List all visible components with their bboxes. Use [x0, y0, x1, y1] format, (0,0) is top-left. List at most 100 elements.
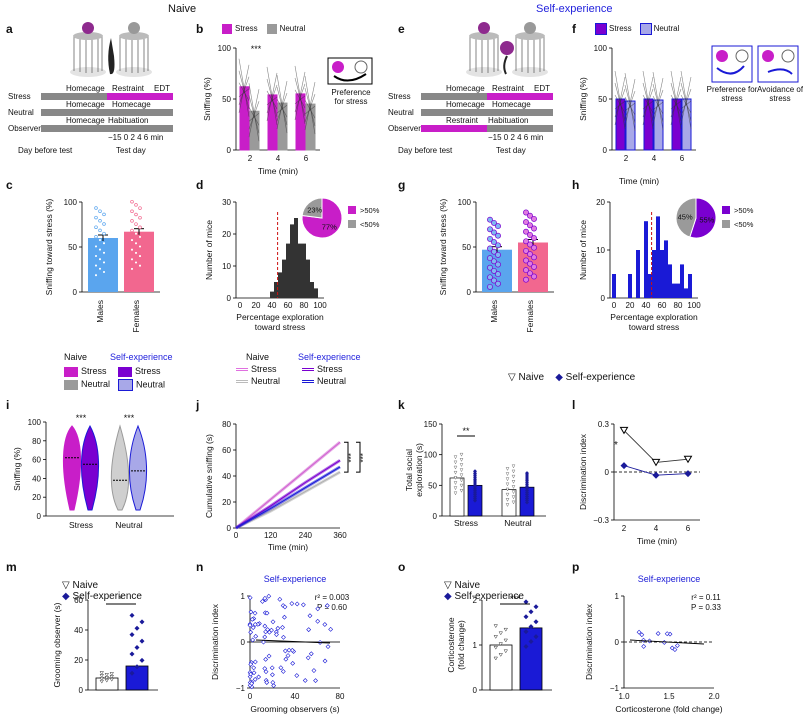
- panel-i-ytick-label: 40: [32, 474, 41, 483]
- x-tick-label-d: 0: [238, 301, 243, 310]
- scatter-point-n: [270, 680, 276, 685]
- x-tick-label-h: 20: [626, 301, 635, 310]
- data-point-c: [94, 215, 98, 220]
- x-axis-title-l: Time (min): [637, 536, 677, 546]
- panel-d-ytick-label: 30: [222, 198, 231, 207]
- violin-self-neutral: [129, 424, 147, 511]
- data-point-k: [505, 467, 510, 471]
- scatter-point-n: [265, 627, 271, 632]
- legend-stress-label: Stress: [235, 24, 258, 34]
- data-point-c: [102, 231, 106, 236]
- data-point-c: [98, 257, 102, 261]
- x-axis-title-2-h: toward stress: [629, 322, 680, 332]
- panel-h-ytick-label: 10: [596, 246, 605, 255]
- significance-b: ***: [251, 44, 262, 54]
- data-point-k: [473, 469, 477, 474]
- data-point-k: [505, 482, 510, 487]
- scatter-point-n: [322, 622, 328, 627]
- chart-g: 0 50 100 Sniffing toward stress (%) Males Fem…: [438, 198, 554, 333]
- preference-for-stress-label-b: Preference for stress: [331, 88, 371, 106]
- legend-j-self: Self-experience: [298, 352, 361, 362]
- schedule-label-restraint-e: Restraint: [492, 84, 525, 93]
- violin-self-stress: [81, 424, 99, 511]
- scatter-point-n: [253, 633, 259, 639]
- data-point-o: [503, 649, 508, 654]
- data-point-g: [491, 258, 497, 265]
- data-point-k: [511, 490, 516, 495]
- histogram-bar-h: [664, 240, 668, 298]
- data-point-c: [138, 206, 142, 210]
- data-point-m: [104, 673, 109, 677]
- legend-stress-label-f: Stress: [609, 24, 632, 34]
- marker-l-self: [684, 470, 692, 478]
- section-title-naive: Naive: [168, 3, 197, 15]
- pie-legend-swatch-d: [348, 206, 356, 214]
- data-point-g: [531, 273, 537, 280]
- data-point-g: [531, 244, 537, 251]
- data-point-k: [459, 483, 464, 488]
- legend-o-naive: Naive: [454, 580, 481, 591]
- histogram-bar-d: [274, 282, 278, 298]
- data-point-c: [134, 222, 138, 226]
- x-tick-label-j: 360: [333, 531, 347, 540]
- x-tick-label-j: 240: [299, 531, 313, 540]
- scatter-point-n: [248, 629, 254, 635]
- stat-p-p: P = 0.33: [691, 603, 721, 612]
- panel-g-ytick-label: 100: [458, 198, 472, 207]
- data-point-k: [459, 489, 464, 493]
- label-test-day-e: Test day: [496, 146, 526, 155]
- scatter-point-p: [669, 645, 675, 651]
- data-point-m: [134, 664, 140, 670]
- mouse-cage-illustration-e: [466, 22, 548, 77]
- data-point-c: [94, 225, 98, 229]
- data-point-c: [134, 260, 138, 265]
- legend-j-naive-stress-label: Stress: [251, 364, 277, 374]
- panel-g-ytick-label: 50: [462, 243, 471, 252]
- data-line-f: [670, 88, 682, 118]
- pie-legend-label-h: >50%: [734, 206, 754, 215]
- legend-swatch-self-neutral: [639, 23, 652, 35]
- x-tick-label-c: Females: [131, 300, 141, 333]
- significance-o: ***: [510, 594, 521, 604]
- scatter-point-n: [278, 665, 284, 671]
- legend-b: Stress Neutral: [222, 24, 305, 34]
- data-line-b: [248, 101, 260, 130]
- scatter-point-n: [250, 625, 256, 631]
- data-point-c: [98, 228, 102, 233]
- data-point-g: [491, 219, 497, 226]
- data-point-m: [129, 670, 135, 676]
- marker-l-naive: [651, 458, 661, 467]
- x-tick-label-p: 1.5: [663, 692, 675, 701]
- schedule-timeline: −15 0 2 4 6 min: [108, 133, 164, 142]
- scatter-point-n: [263, 669, 269, 675]
- panel-label-g: g: [398, 178, 406, 192]
- chart-h: 0 10 20 Number of mice 0 20 40 60 80 100 Percentag…: [578, 197, 754, 332]
- data-line-f: [614, 88, 626, 118]
- panel-label-j: j: [196, 398, 200, 412]
- histogram-bar-h: [672, 283, 676, 298]
- data-point-c: [94, 254, 98, 258]
- scatter-point-n: [274, 632, 279, 637]
- histogram-bar-d: [306, 259, 310, 298]
- data-point-g: [495, 271, 501, 278]
- panel-l-ytick-label: 0.3: [598, 420, 610, 429]
- data-line-b: [276, 92, 288, 122]
- line-naive-neutral: [236, 380, 248, 384]
- panel-label-i: i: [6, 398, 10, 412]
- violin-naive-neutral: [111, 424, 129, 511]
- chart-c: 0 50 100 Sniffing toward stress (%) Males Fem…: [44, 198, 160, 333]
- legend-i-naive-neutral: Neutral: [64, 379, 110, 390]
- data-line-f: [624, 96, 636, 116]
- histogram-bar-h: [684, 288, 688, 298]
- data-point-c: [138, 235, 142, 239]
- panel-n-ytick-label: 1: [241, 592, 246, 601]
- data-point-k: [459, 458, 464, 462]
- data-point-g: [527, 251, 533, 258]
- bar-b-stress-2: [239, 86, 250, 151]
- scatter-point-n: [249, 681, 255, 686]
- legend-kl-naive: Naive: [518, 372, 545, 383]
- scatter-point-n: [252, 676, 258, 682]
- data-point-g: [523, 238, 529, 245]
- data-point-c: [138, 263, 142, 268]
- scatter-point-n: [307, 613, 313, 619]
